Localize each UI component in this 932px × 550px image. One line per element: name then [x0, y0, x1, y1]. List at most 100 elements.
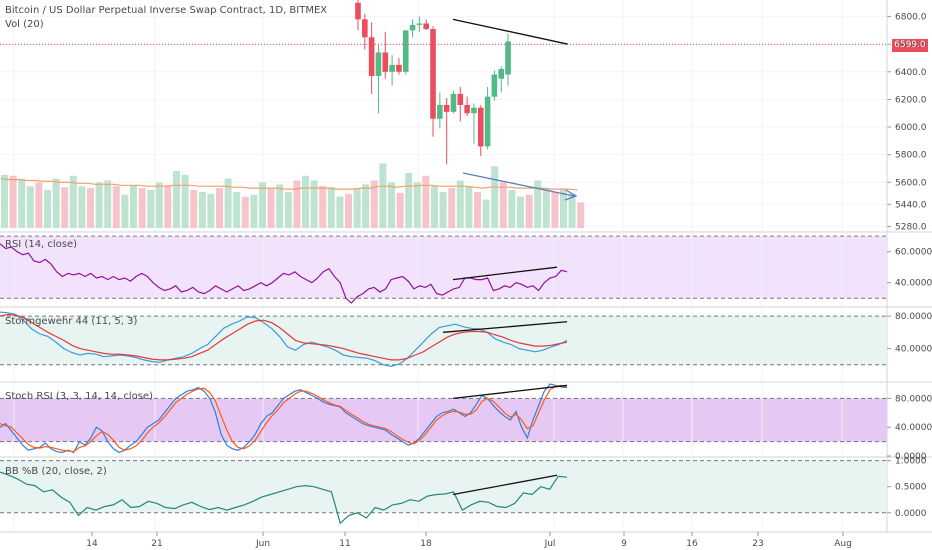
price-axis-tick-label-0: 6800.0	[895, 13, 927, 23]
candle-body	[471, 107, 477, 114]
volume-bar	[456, 180, 464, 228]
bb-percent-b-line	[0, 471, 568, 525]
candle-body	[457, 93, 464, 105]
volume-bar	[104, 180, 112, 228]
candle-body	[362, 19, 368, 38]
volume-bar	[147, 190, 155, 228]
x-axis-tick-label-0: 14	[86, 539, 98, 549]
volume-bar	[396, 192, 404, 228]
stoch-axis-tick-label-0: 80.0000	[895, 394, 932, 404]
rsi-band-fill	[0, 236, 887, 299]
volume-bar	[138, 188, 146, 228]
candle-body	[423, 23, 429, 29]
candle-body	[505, 41, 511, 75]
bb-band-fill	[0, 460, 887, 513]
candle-body	[368, 37, 375, 76]
price-trendline	[452, 18, 569, 45]
symbol-title: Bitcoin / US Dollar Perpetual Inverse Sw…	[5, 5, 328, 16]
x-axis-tick-label-7: 16	[686, 539, 698, 549]
volume-bar	[465, 186, 473, 228]
candle-body	[491, 74, 498, 97]
stormgewehr-axis-tick-label-1: 40.0000	[895, 345, 932, 355]
volume-bar	[87, 188, 94, 228]
candle-body	[396, 64, 402, 72]
volume-bar	[525, 194, 533, 228]
stormgewehr-trendline	[442, 321, 568, 333]
volume-bar	[293, 180, 301, 228]
candle-body	[402, 30, 409, 72]
candle-body	[443, 104, 450, 112]
volume-bar	[499, 182, 507, 228]
stoch-axis-tick-label-1: 40.0000	[895, 423, 932, 433]
volume-bar	[18, 178, 26, 228]
candle-body	[389, 64, 395, 72]
stoch-k-line	[0, 383, 568, 454]
volume-bar	[319, 186, 327, 228]
candle-body	[477, 107, 484, 147]
price-axis-tick-label-8: 5280.0	[895, 222, 927, 232]
rsi-line	[0, 243, 568, 304]
volume-bar	[388, 182, 395, 228]
volume-bar	[491, 166, 499, 228]
volume-bar	[61, 187, 69, 228]
rsi-trendline	[452, 266, 558, 281]
volume-bar	[190, 190, 198, 228]
volume-bar	[26, 186, 34, 228]
bb-axis-tick-label-1: 0.5000	[895, 483, 927, 493]
stoch-axis-tick-label-2: 0.0000	[895, 452, 927, 462]
candle-body	[464, 104, 470, 114]
volume-bar	[439, 191, 447, 228]
volume-label: Vol (20)	[5, 19, 44, 30]
volume-bar	[353, 188, 361, 228]
volume-bar	[267, 188, 275, 228]
volume-bar	[508, 190, 516, 228]
volume-bar	[362, 184, 370, 228]
price-axis-tick-label-4: 6000.0	[895, 123, 927, 133]
volume-bar	[250, 194, 258, 228]
volume-bar	[173, 171, 180, 228]
volume-bar	[69, 175, 77, 228]
stoch-d-line	[0, 384, 568, 453]
volume-bar	[112, 186, 120, 228]
stoch-band-fill	[0, 398, 887, 442]
volume-bar	[216, 188, 223, 228]
candle-body	[430, 29, 436, 119]
volume-bar	[560, 189, 567, 228]
bb-axis-tick-label-2: 0.0000	[895, 509, 927, 519]
volume-bar	[44, 190, 51, 228]
candle-body	[416, 23, 423, 25]
volume-bar	[448, 188, 456, 228]
stormgewehr-fast-line	[0, 311, 568, 368]
volume-bar	[121, 194, 129, 228]
price-axis-tick-label-6: 5600.0	[895, 178, 927, 188]
x-axis-tick-label-4: 18	[420, 539, 432, 549]
candle-body	[498, 69, 505, 79]
price-axis-tick-label-1: 6600.0	[895, 40, 927, 50]
volume-bar	[405, 172, 413, 228]
x-axis-tick-label-1: 21	[151, 539, 162, 549]
stoch-trendline	[452, 384, 568, 400]
volume-bar	[379, 163, 387, 228]
volume-bar	[568, 193, 576, 228]
candle-body	[375, 52, 382, 76]
price-axis-tick-label-3: 6200.0	[895, 95, 927, 105]
volume-bar	[577, 202, 585, 228]
x-axis-tick-label-9: Aug	[834, 539, 852, 549]
volume-bar	[413, 182, 421, 228]
volume-bar	[517, 196, 524, 228]
volume-bar	[95, 182, 103, 228]
stormgewehr-slow-line	[0, 313, 568, 361]
bb-axis-tick-label-0: 1.0000	[895, 457, 927, 467]
volume-bar	[78, 186, 86, 228]
candle-body	[382, 52, 389, 72]
volume-bar	[224, 178, 232, 228]
stoch-rsi-label: Stoch RSI (3, 3, 14, 14, close)	[5, 391, 153, 402]
volume-bar	[310, 180, 318, 228]
volume-bar	[164, 185, 172, 228]
volume-bar	[551, 191, 559, 228]
volume-bar	[542, 188, 550, 228]
stormgewehr-axis-tick-label-0: 80.0000	[895, 312, 932, 322]
volume-bar	[35, 182, 43, 228]
bb-percent-b-label: BB %B (20, close, 2)	[5, 466, 107, 477]
